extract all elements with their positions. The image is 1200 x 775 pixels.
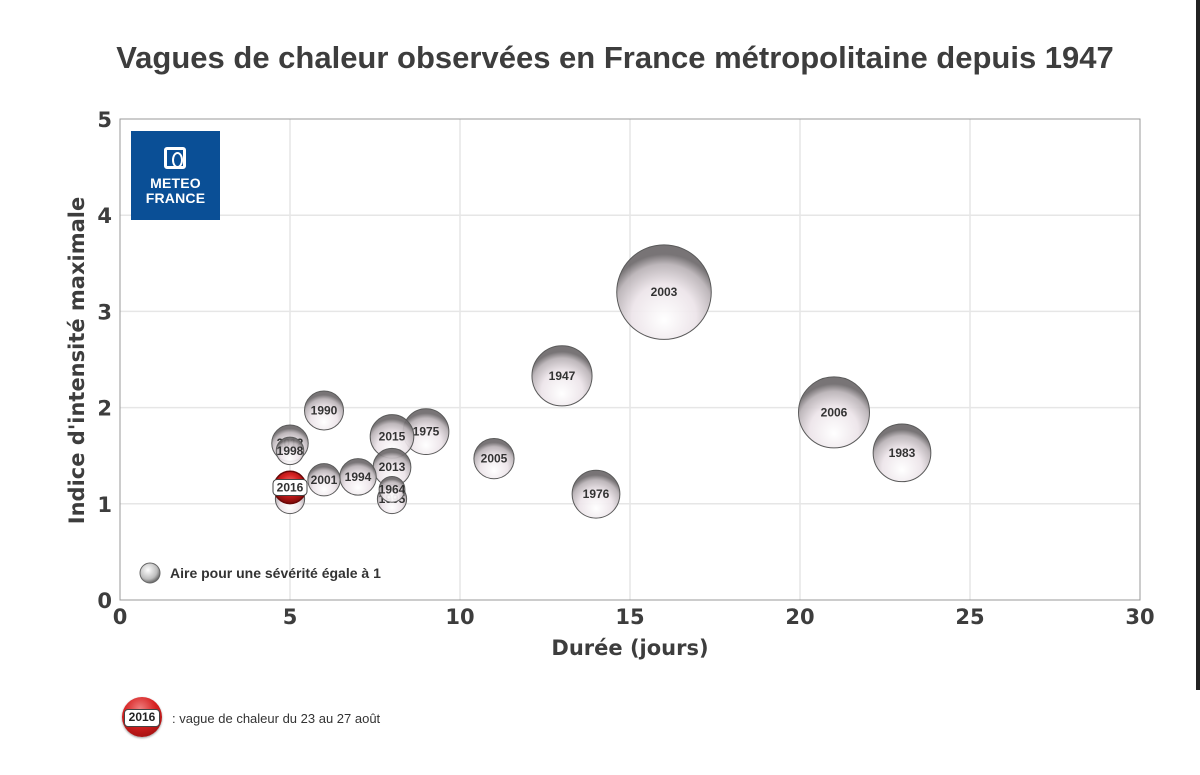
y-tick-label: 0 — [97, 589, 112, 613]
bubble-label: 2015 — [379, 429, 406, 443]
x-tick-label: 30 — [1125, 605, 1154, 629]
x-tick-label: 15 — [615, 605, 644, 629]
bubble-circle — [275, 436, 305, 466]
bubble-circle — [616, 244, 712, 340]
bubble-2013: 2013 — [372, 447, 412, 487]
meteo-france-logo-icon — [164, 147, 186, 169]
size-legend: Aire pour une sévérité égale à 1 — [139, 562, 381, 584]
bubble-2006: 2006 — [798, 376, 870, 449]
logo-line1: METEO — [150, 175, 201, 191]
x-tick-label: 20 — [785, 605, 814, 629]
bubble-label: 1983 — [889, 446, 916, 460]
bubble-label: 2006 — [821, 405, 848, 419]
bubble-2001: 2001 — [307, 463, 341, 497]
bubble-label: 1998 — [277, 444, 304, 458]
x-tick-label: 5 — [283, 605, 298, 629]
plot-frame — [119, 118, 1141, 601]
y-tick-label: 3 — [97, 300, 112, 324]
meteo-france-logo: METEO FRANCE — [131, 131, 220, 220]
bubble-1994: 1994 — [339, 458, 377, 496]
bubble-circle — [531, 345, 593, 407]
bubble-1998: 1998 — [275, 436, 305, 466]
size-legend-bubble — [139, 562, 161, 584]
bubble-label: 2001 — [311, 473, 338, 487]
bubble-2016: 2016 — [272, 470, 308, 505]
bubbles: 2003 2006 1947 1983 1976 1975 2015 2005 1990 2013… — [271, 244, 932, 519]
bubble-1976: 1976 — [571, 469, 621, 519]
size-legend-text: Aire pour une sévérité égale à 1 — [170, 565, 381, 581]
footnote-highlight-badge: 2016 — [122, 697, 162, 737]
x-tick-label: 25 — [955, 605, 984, 629]
grid — [120, 119, 1140, 600]
highlight-label-box — [272, 478, 308, 496]
bubble-circle — [473, 437, 515, 480]
bubble-circle — [571, 469, 621, 519]
logo-line2: FRANCE — [145, 190, 206, 206]
bubble-label: 2016 — [277, 480, 304, 494]
bubble-label: 2005 — [481, 452, 508, 466]
x-tick-label: 10 — [445, 605, 474, 629]
bubble-label: 1990 — [311, 403, 338, 417]
bubble-label: 1976 — [583, 487, 610, 501]
x-tick-label: 0 — [113, 605, 128, 629]
bubble-circle — [872, 423, 932, 483]
ticks: 0 5 10 15 20 25 30 0 1 2 3 4 5 — [97, 108, 1154, 629]
bubble-label: 2003 — [651, 285, 678, 299]
bubble-2015: 2015 — [369, 414, 415, 459]
bubble-1964: 1964 — [378, 475, 406, 503]
footnote-badge-label: 2016 — [124, 709, 160, 727]
bubble-1990: 1990 — [303, 390, 345, 431]
bubble-1947: 1947 — [531, 345, 593, 407]
bubble-circle — [307, 463, 341, 497]
footnote-text: : vague de chaleur du 23 au 27 août — [172, 711, 381, 726]
bubble-2003: 2003 — [616, 244, 712, 340]
bubble-label: 1975 — [413, 425, 440, 439]
y-tick-label: 2 — [97, 397, 112, 421]
bubble-circle — [798, 376, 870, 449]
bubble-label: 1947 — [549, 369, 576, 383]
y-tick-label: 1 — [97, 493, 112, 517]
bubble-label: 1994 — [345, 470, 372, 484]
bubble-1983: 1983 — [872, 423, 932, 483]
y-axis-label: Indice d'intensité maximale — [65, 197, 89, 524]
bubble-2005: 2005 — [473, 437, 515, 480]
edge-divider — [1196, 0, 1200, 690]
bubble-label: 1964 — [379, 482, 406, 496]
bubble-circle — [303, 390, 345, 431]
x-axis-label: Durée (jours) — [551, 636, 708, 660]
bubble-label: 2013 — [379, 460, 406, 474]
bubble-circle — [378, 475, 406, 503]
chart-title: Vagues de chaleur observées en France mé… — [116, 40, 1114, 75]
y-tick-label: 4 — [97, 204, 112, 228]
y-tick-label: 5 — [97, 108, 112, 132]
